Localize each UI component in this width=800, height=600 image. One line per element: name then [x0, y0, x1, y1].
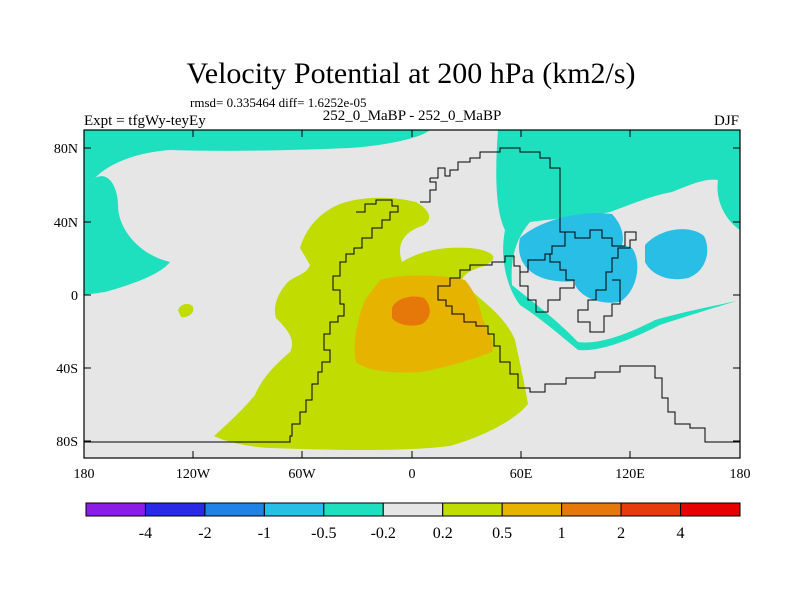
- contour-blue-east-c: [645, 229, 708, 280]
- colorbar-label: 0.5: [492, 525, 512, 542]
- contour-cyan-northeast: [496, 130, 740, 458]
- subtitle-label: 252_0_MaBP - 252_0_MaBP: [323, 108, 502, 124]
- contour-yellowgreen-dot: [178, 303, 194, 318]
- lon-tick-label: 60E: [510, 467, 533, 482]
- colorbar-label: -1: [258, 525, 271, 542]
- colorbar-swatch: [85, 502, 146, 517]
- season-label: DJF: [714, 113, 739, 129]
- lon-tick-label: 180: [730, 467, 751, 482]
- map-plot-area: [84, 130, 740, 458]
- lat-tick-label: 40S: [56, 362, 78, 377]
- colorbar-swatch: [620, 502, 682, 517]
- contour-orange-central: [354, 275, 493, 373]
- lon-tick-label: 120W: [176, 467, 211, 482]
- latitude-axis: 80N 40N 0 40S 80S: [54, 142, 740, 450]
- colorbar-label: 0.2: [433, 525, 453, 542]
- colorbar-swatch: [323, 502, 384, 517]
- colorbar-label: -4: [139, 525, 152, 542]
- lat-tick-label: 0: [71, 289, 78, 304]
- colorbar-swatch: [144, 502, 206, 517]
- lon-tick-label: 60W: [288, 467, 316, 482]
- colorbar-swatch: [442, 502, 503, 517]
- colorbar-swatch: [204, 502, 265, 517]
- continent-outline-arctic: [420, 178, 437, 203]
- colorbar-swatch: [561, 502, 622, 517]
- colorbar-label: -2: [198, 525, 211, 542]
- colorbar-label: -0.2: [371, 525, 396, 542]
- continent-outline-americas: [430, 147, 740, 443]
- contour-cyan-northwest: [84, 130, 430, 186]
- lat-tick-label: 80S: [56, 435, 78, 450]
- colorbar-swatch: [680, 502, 741, 517]
- colorbar-swatch: [263, 502, 325, 517]
- contour-darkorange-central: [392, 296, 430, 326]
- continent-outline-asia: [565, 229, 637, 333]
- longitude-axis: 180 120W 60W 0 60E 120E 180: [74, 130, 751, 482]
- colorbar: -4 -2 -1 -0.5 -0.2 0.2 0.5 1 2 4: [85, 502, 741, 542]
- stats-label: rmsd= 0.335464 diff= 1.6252e-05: [190, 95, 367, 110]
- lon-tick-label: 180: [74, 467, 95, 482]
- lon-tick-label: 120E: [615, 467, 645, 482]
- colorbar-label: 4: [677, 525, 685, 542]
- lat-tick-label: 80N: [54, 142, 78, 157]
- figure-title: Velocity Potential at 200 hPa (km2/s): [186, 57, 635, 90]
- experiment-label: Expt = tfgWy-teyEy: [84, 113, 206, 129]
- lon-tick-label: 0: [409, 467, 416, 482]
- colorbar-swatch: [382, 502, 444, 517]
- contour-cyan-west: [84, 176, 170, 295]
- lat-tick-label: 40N: [54, 216, 78, 231]
- colorbar-swatch: [501, 502, 563, 517]
- continent-outline-greenland-sa: [84, 199, 399, 443]
- colorbar-label: -0.5: [311, 525, 336, 542]
- colorbar-label: 1: [558, 525, 566, 542]
- colorbar-label: 2: [617, 525, 625, 542]
- continent-outline-africa: [519, 253, 575, 313]
